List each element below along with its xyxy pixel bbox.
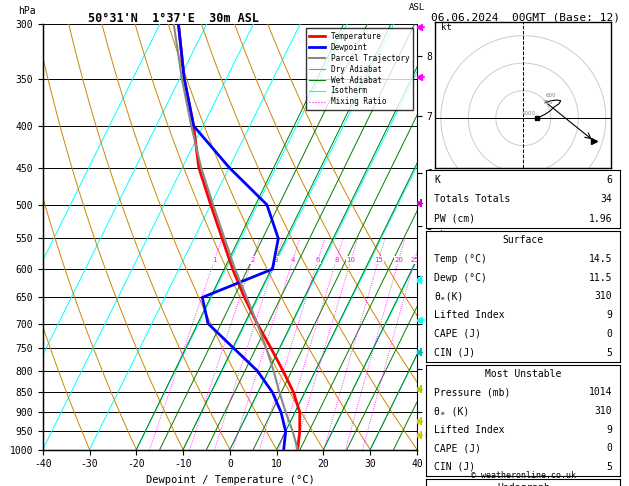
Text: 600: 600 (545, 93, 556, 98)
Text: K: K (434, 175, 440, 185)
Text: 1: 1 (212, 257, 217, 263)
Text: 9: 9 (606, 425, 613, 434)
X-axis label: Dewpoint / Temperature (°C): Dewpoint / Temperature (°C) (145, 475, 314, 485)
Text: 06.06.2024  00GMT (Base: 12): 06.06.2024 00GMT (Base: 12) (431, 12, 620, 22)
Text: 6: 6 (606, 175, 613, 185)
Text: 310: 310 (595, 406, 613, 416)
Text: 50°31'N  1°37'E  30m ASL: 50°31'N 1°37'E 30m ASL (88, 12, 259, 25)
Text: θₑ(K): θₑ(K) (434, 292, 464, 301)
Text: 8: 8 (334, 257, 338, 263)
Text: 1.96: 1.96 (589, 214, 613, 224)
Text: CIN (J): CIN (J) (434, 347, 476, 358)
Text: Pressure (mb): Pressure (mb) (434, 387, 511, 398)
Text: CIN (J): CIN (J) (434, 462, 476, 472)
Text: 6: 6 (316, 257, 320, 263)
Text: Lifted Index: Lifted Index (434, 425, 504, 434)
Text: km
ASL: km ASL (409, 0, 425, 12)
Text: 9: 9 (606, 310, 613, 320)
Text: CAPE (J): CAPE (J) (434, 443, 481, 453)
Text: 310: 310 (595, 292, 613, 301)
Text: 20: 20 (394, 257, 403, 263)
Text: 11.5: 11.5 (589, 273, 613, 283)
Y-axis label: Mixing Ratio (g/kg): Mixing Ratio (g/kg) (435, 181, 445, 293)
Text: hPa: hPa (18, 6, 36, 16)
Text: 4: 4 (291, 257, 295, 263)
Text: 0: 0 (606, 443, 613, 453)
Text: CAPE (J): CAPE (J) (434, 329, 481, 339)
Text: Most Unstable: Most Unstable (485, 369, 562, 379)
Legend: Temperature, Dewpoint, Parcel Trajectory, Dry Adiabat, Wet Adiabat, Isotherm, Mi: Temperature, Dewpoint, Parcel Trajectory… (306, 28, 413, 110)
Text: 14.5: 14.5 (589, 254, 613, 264)
Text: 5: 5 (606, 462, 613, 472)
Text: Lifted Index: Lifted Index (434, 310, 504, 320)
Text: 1014: 1014 (589, 387, 613, 398)
Text: PW (cm): PW (cm) (434, 214, 476, 224)
Text: 15: 15 (374, 257, 383, 263)
Text: 34: 34 (601, 194, 613, 204)
Text: kt: kt (441, 23, 452, 32)
Text: 750: 750 (542, 100, 553, 105)
Text: 10: 10 (347, 257, 355, 263)
Text: 5: 5 (606, 347, 613, 358)
Text: 0: 0 (606, 329, 613, 339)
Text: Dewp (°C): Dewp (°C) (434, 273, 487, 283)
Text: 2: 2 (250, 257, 255, 263)
Text: Hodograph: Hodograph (497, 483, 550, 486)
Text: Temp (°C): Temp (°C) (434, 254, 487, 264)
Text: θₑ (K): θₑ (K) (434, 406, 469, 416)
Text: Totals Totals: Totals Totals (434, 194, 511, 204)
Text: LCL: LCL (425, 431, 440, 440)
Text: 3: 3 (274, 257, 278, 263)
Text: 1000: 1000 (521, 111, 536, 117)
Text: 25: 25 (410, 257, 419, 263)
Text: Surface: Surface (503, 235, 544, 245)
Text: © weatheronline.co.uk: © weatheronline.co.uk (471, 471, 576, 480)
